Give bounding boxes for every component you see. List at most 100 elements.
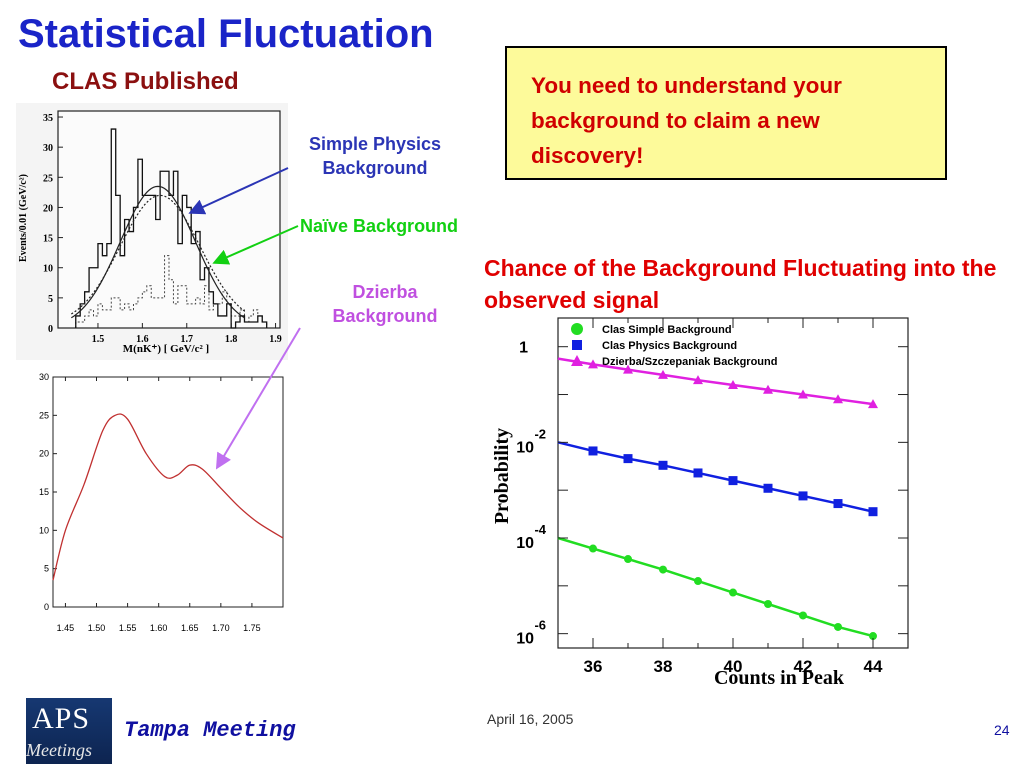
prob-ytick-label: 10: [516, 631, 534, 648]
dz-xtick-label: 1.45: [57, 623, 75, 633]
dz-ytick-label: 10: [39, 525, 49, 535]
dz-xtick-label: 1.75: [243, 623, 261, 633]
prob-point-circle: [869, 632, 877, 641]
prob-series-line: [557, 536, 874, 638]
prob-point-square: [623, 454, 633, 464]
logo-aps-text: APS: [32, 702, 91, 735]
label-simple-physics-background: Simple Physics Background: [308, 134, 442, 178]
prob-point-triangle: [588, 359, 598, 369]
prob-ytick-label: 10: [516, 535, 534, 552]
clas-histogram-chart: 0 5 10 15 20 25 30 35 1.5 1.6 1.7 1.8 1.9 M(nK⁺) [ …: [16, 103, 288, 360]
prob-point-triangle: [623, 364, 633, 374]
legend-label: Dzierba/Szczepaniak Background: [602, 356, 777, 368]
prob-ylabel: Probability: [491, 428, 513, 524]
prob-point-circle: [694, 577, 702, 586]
legend-label: Clas Simple Background: [602, 324, 732, 336]
prob-xtick-label: 42: [794, 657, 813, 676]
legend-marker-circle: [571, 323, 583, 335]
prob-ytick-label: 10: [516, 439, 534, 456]
prob-point-square: [868, 507, 878, 517]
prob-point-triangle: [763, 384, 773, 394]
note-box: You need to understand your background t…: [505, 46, 947, 180]
prob-point-square: [588, 446, 598, 456]
hist-ytick-label: 10: [43, 264, 53, 275]
page-number: 24: [994, 722, 1010, 738]
hist-ytick-label: 30: [43, 143, 53, 154]
dz-xtick-label: 1.55: [119, 623, 137, 633]
prob-point-circle: [659, 565, 667, 574]
prob-xtick-label: 40: [724, 657, 743, 676]
dzierba-background-chart: 0 5 10 15 20 25 30 1.45 1.50 1.55 1.60 1.65 1.70 1.7…: [39, 372, 284, 633]
prob-xtick-label: 38: [654, 657, 673, 676]
prob-point-circle: [589, 544, 597, 553]
prob-point-triangle: [833, 394, 843, 404]
prob-point-triangle: [658, 369, 668, 379]
prob-point-square: [833, 499, 843, 509]
prob-point-circle: [624, 555, 632, 564]
dz-ytick-label: 25: [39, 410, 49, 420]
legend-label: Clas Physics Background: [602, 340, 737, 352]
page-title: Statistical Fluctuation: [18, 12, 434, 56]
hist-ytick-label: 20: [43, 203, 53, 214]
fit-curve-dotted: [70, 194, 245, 315]
dz-xtick-label: 1.60: [150, 623, 168, 633]
prob-point-triangle: [728, 379, 738, 389]
hist-xtick-label: 1.5: [92, 334, 105, 345]
hist-xtick-label: 1.8: [225, 334, 238, 345]
chance-heading: Chance of the Background Fluctuating int…: [484, 255, 997, 313]
hist-ytick-label: 5: [48, 294, 53, 305]
hist-ytick-label: 0: [48, 324, 53, 335]
prob-xtick-label: 44: [864, 657, 883, 676]
hist-xtick-label: 1.6: [136, 334, 149, 345]
dz-ytick-label: 20: [39, 449, 49, 459]
label-naive-background: Naïve Background: [300, 216, 459, 236]
arrow-dzierba: [215, 327, 301, 470]
logo-meetings-text: Meetings: [26, 740, 92, 760]
subtitle: CLAS Published: [52, 68, 239, 95]
prob-ytick-exponent: -4: [534, 522, 546, 537]
hist-xlabel: M(nK⁺) [ GeV/c² ]: [123, 343, 209, 355]
footer-date: April 16, 2005: [487, 711, 574, 727]
prob-ytick-exponent: -2: [534, 426, 546, 441]
prob-ytick-label: 1: [519, 340, 528, 357]
prob-xlabel: Counts in Peak: [714, 667, 845, 689]
arrow-simple: [188, 167, 289, 215]
prob-point-triangle: [693, 375, 703, 385]
prob-xtick-label: 36: [584, 657, 603, 676]
hist-xtick-label: 1.7: [181, 334, 194, 345]
hist-ytick-label: 35: [43, 113, 53, 124]
hist-xtick-label: 1.9: [269, 334, 282, 345]
label-dzierba-background: Dzierba Background: [332, 282, 438, 326]
dz-ytick-label: 0: [44, 602, 49, 612]
prob-point-square: [658, 460, 668, 470]
prob-point-square: [728, 476, 738, 486]
hist-ytick-label: 15: [43, 234, 53, 245]
dz-ytick-label: 5: [44, 564, 49, 574]
probability-chart: Clas Simple Background Clas Physics Backg…: [491, 317, 909, 689]
prob-point-triangle: [798, 389, 808, 399]
note-text: You need to understand your background t…: [531, 73, 842, 168]
dz-ytick-label: 30: [39, 372, 49, 382]
dz-xtick-label: 1.65: [181, 623, 199, 633]
prob-point-circle: [799, 611, 807, 620]
prob-point-circle: [834, 622, 842, 631]
prob-point-square: [693, 468, 703, 478]
hist-solid-series: [75, 128, 268, 329]
prob-ytick-exponent: -6: [534, 618, 546, 633]
prob-series-line: [557, 441, 874, 513]
footer-meeting: Tampa Meeting: [124, 718, 296, 743]
prob-point-square: [763, 483, 773, 493]
dz-xtick-label: 1.70: [212, 623, 230, 633]
dz-ytick-label: 15: [39, 487, 49, 497]
dz-xtick-label: 1.50: [88, 623, 106, 633]
prob-point-square: [798, 491, 808, 501]
prob-point-circle: [729, 588, 737, 597]
hist-ylabel: Events/0.01 (GeV/c²): [18, 174, 29, 262]
fit-curve-solid: [70, 185, 245, 319]
hist-ytick-label: 25: [43, 173, 53, 184]
dzierba-curve: [52, 413, 284, 581]
prob-series-line: [557, 357, 874, 406]
arrow-naive: [212, 225, 299, 265]
prob-point-triangle: [868, 399, 878, 409]
